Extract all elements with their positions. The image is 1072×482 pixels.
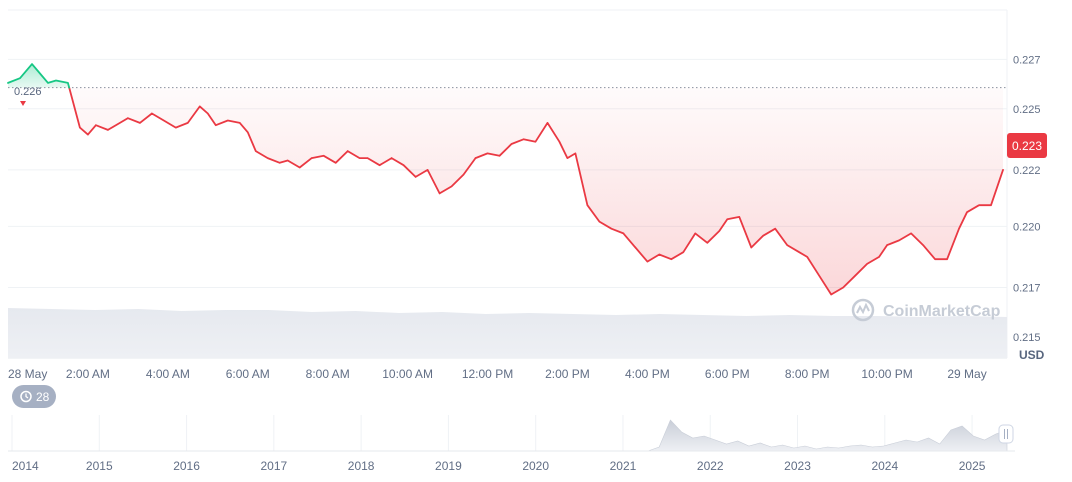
x-tick-label: 28 May [8,367,47,381]
y-tick-label: 0.225 [1013,104,1041,116]
current-price-badge: 0.223 [1007,133,1047,158]
y-tick-label: 0.215 [1013,332,1041,344]
navigator-grid [12,415,972,451]
history-badge-bg[interactable] [12,385,56,408]
x-tick-label: 6:00 PM [705,367,750,381]
x-tick-label: 29 May [947,367,986,381]
price-fill-down [69,88,1003,295]
x-tick-label: 10:00 PM [861,367,912,381]
reference-price-label: 0.226 [14,86,42,106]
currency-label: USD [1019,348,1045,362]
navigator-tick-label: 2022 [697,459,724,473]
current-price-text: 0.223 [1012,139,1042,153]
down-arrow-icon [20,101,26,106]
x-tick-label: 8:00 PM [785,367,830,381]
navigator-tick-label: 2017 [260,459,287,473]
history-badge[interactable]: 28 [12,385,56,408]
x-tick-label: 4:00 AM [146,367,190,381]
reference-price-text: 0.226 [14,86,42,98]
volume-bars [8,308,1007,358]
y-tick-label: 0.217 [1013,282,1041,294]
x-tick-label: 2:00 AM [66,367,110,381]
navigator-tick-label: 2019 [435,459,462,473]
x-axis: 28 May 2:00 AM 4:00 AM 6:00 AM 8:00 AM 10:00 … [8,367,987,381]
navigator-history-area [623,420,1007,451]
history-badge-text: 28 [36,390,50,404]
volume-area [8,308,1007,358]
navigator-tick-label: 2016 [173,459,200,473]
price-fill-up [8,64,69,88]
navigator-tick-label: 2023 [784,459,811,473]
x-tick-label: 6:00 AM [226,367,270,381]
navigator-handle[interactable] [999,425,1013,443]
x-tick-label: 12:00 PM [462,367,513,381]
navigator-tick-label: 2015 [86,459,113,473]
x-tick-label: 8:00 AM [306,367,350,381]
x-tick-label: 2:00 PM [545,367,590,381]
navigator-tick-label: 2025 [959,459,986,473]
y-axis: 0.227 0.225 0.222 0.220 0.217 0.215 [1013,54,1041,343]
watermark-text: CoinMarketCap [883,303,1001,320]
navigator-handle-box[interactable] [999,425,1013,443]
y-tick-label: 0.220 [1013,221,1041,233]
navigator[interactable]: 2014 2015 2016 2017 2018 2019 2020 2021 2022 2023… [8,415,1015,473]
navigator-tick-label: 2024 [871,459,898,473]
price-fill-area [8,64,1003,294]
navigator-tick-label: 2014 [12,459,39,473]
navigator-area [623,420,1007,451]
y-tick-label: 0.227 [1013,54,1041,66]
navigator-tick-label: 2021 [610,459,637,473]
x-tick-label: 10:00 AM [382,367,433,381]
y-tick-label: 0.222 [1013,165,1041,177]
navigator-tick-label: 2020 [522,459,549,473]
navigator-tick-label: 2018 [348,459,375,473]
navigator-x-axis: 2014 2015 2016 2017 2018 2019 2020 2021 2022 2023… [12,459,986,473]
x-tick-label: 4:00 PM [625,367,670,381]
